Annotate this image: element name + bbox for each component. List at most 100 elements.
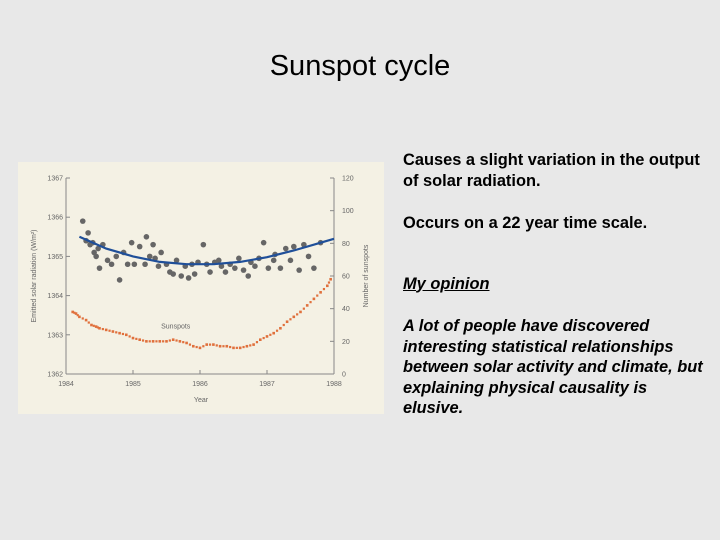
sunspot-point bbox=[168, 339, 171, 342]
sunspot-point bbox=[282, 323, 285, 327]
sunspot-point bbox=[192, 344, 195, 348]
y-right-tick-label: 60 bbox=[342, 274, 350, 281]
sunspot-point bbox=[309, 301, 312, 304]
sunspot-point bbox=[145, 340, 148, 343]
sunspot-point bbox=[87, 321, 90, 324]
sunspot-point bbox=[212, 343, 215, 346]
radiation-point bbox=[305, 253, 312, 260]
x-axis-label: Year bbox=[194, 397, 209, 404]
opinion-heading: My opinion bbox=[403, 274, 490, 293]
sunspot-point bbox=[118, 331, 121, 335]
chart-ticks: 1367 1366 1365 1364 1363 1362 120 100 80… bbox=[47, 176, 353, 389]
sunspot-point bbox=[94, 325, 98, 328]
radiation-point bbox=[173, 257, 180, 264]
sunspot-point bbox=[71, 310, 74, 314]
sunspot-point bbox=[162, 340, 165, 343]
sunspot-point bbox=[269, 333, 272, 336]
sunspot-point bbox=[188, 343, 192, 346]
radiation-point bbox=[218, 263, 225, 269]
radiation-point bbox=[85, 230, 91, 236]
sunspot-point bbox=[101, 327, 104, 331]
sunspot-point bbox=[90, 323, 93, 327]
radiation-point bbox=[136, 243, 143, 250]
sunspot-point bbox=[262, 336, 265, 340]
y-right-tick-label: 0 bbox=[342, 372, 346, 379]
sunspot-point bbox=[296, 313, 299, 316]
x-tick-label: 1987 bbox=[259, 381, 275, 388]
y-right-tick-label: 20 bbox=[342, 339, 350, 346]
opinion-text: A lot of people have discovered interest… bbox=[403, 317, 703, 417]
sunspot-point bbox=[178, 340, 182, 343]
radiation-point bbox=[270, 257, 277, 264]
sunspot-point bbox=[141, 339, 145, 342]
sunspot-point bbox=[84, 318, 88, 322]
x-tick-label: 1984 bbox=[58, 381, 74, 388]
sunspot-point bbox=[319, 291, 322, 294]
sunspot-point bbox=[198, 346, 202, 350]
sunspot-chart: 1367 1366 1365 1364 1363 1362 120 100 80… bbox=[31, 176, 370, 405]
radiation-point bbox=[93, 253, 99, 260]
sunspot-point bbox=[175, 339, 178, 342]
radiation-point bbox=[128, 239, 135, 246]
sunspot-point bbox=[78, 315, 81, 319]
sunspot-point bbox=[229, 345, 232, 349]
y-right-tick-label: 80 bbox=[342, 241, 350, 248]
radiation-point bbox=[287, 257, 294, 264]
bullet-text: Causes a slight variation in the output … bbox=[403, 151, 700, 190]
sunspots-annotation: Sunspots bbox=[161, 323, 191, 330]
radiation-point bbox=[260, 239, 267, 246]
y-right-tick-label: 100 bbox=[342, 208, 354, 215]
radiation-point bbox=[104, 257, 111, 264]
radiation-point bbox=[282, 245, 289, 252]
sunspot-point bbox=[121, 332, 125, 336]
sunspot-point bbox=[92, 324, 95, 327]
sunspot-point bbox=[245, 344, 249, 348]
sunspot-point bbox=[327, 281, 331, 284]
radiation-point bbox=[252, 263, 258, 269]
slide-title: Sunspot cycle bbox=[269, 50, 451, 82]
sunspot-point bbox=[285, 320, 289, 324]
sunspot-point bbox=[115, 331, 118, 334]
sunspot-point bbox=[235, 346, 238, 349]
radiation-point bbox=[108, 261, 115, 268]
sunspot-point bbox=[218, 344, 222, 348]
sunspot-point bbox=[249, 344, 252, 347]
sunspot-point bbox=[299, 310, 302, 314]
sunspot-point bbox=[151, 340, 155, 343]
radiation-point bbox=[116, 277, 123, 283]
sunspot-point bbox=[185, 341, 188, 345]
sunspot-point bbox=[265, 335, 269, 338]
y-left-tick-label: 1367 bbox=[47, 176, 63, 183]
sunspot-point bbox=[74, 312, 78, 315]
y-left-tick-label: 1366 bbox=[47, 215, 63, 222]
sunspot-series bbox=[71, 277, 332, 350]
radiation-point bbox=[131, 261, 138, 268]
radiation-point bbox=[240, 267, 247, 273]
sunspot-point bbox=[125, 333, 128, 337]
sunspot-point bbox=[135, 337, 138, 340]
sunspot-point bbox=[138, 338, 141, 341]
sunspot-point bbox=[165, 340, 168, 343]
radiation-point bbox=[236, 255, 242, 262]
y-right-tick-label: 120 bbox=[342, 176, 354, 183]
sunspot-point bbox=[322, 287, 326, 291]
radiation-point bbox=[79, 218, 86, 224]
sunspot-point bbox=[155, 340, 158, 343]
radiation-point bbox=[143, 234, 150, 240]
radiation-point bbox=[311, 265, 317, 271]
sunspot-point bbox=[73, 311, 76, 314]
radiation-point bbox=[178, 273, 185, 279]
y-left-tick-label: 1363 bbox=[47, 332, 63, 339]
sunspot-point bbox=[289, 318, 292, 321]
sunspot-point bbox=[171, 338, 175, 341]
radiation-point bbox=[277, 265, 284, 271]
radiation-point bbox=[296, 267, 302, 273]
sunspot-point bbox=[326, 284, 329, 288]
sunspot-point bbox=[302, 307, 305, 310]
x-tick-label: 1988 bbox=[326, 381, 342, 388]
sunspot-point bbox=[108, 329, 111, 332]
sunspot-point bbox=[208, 343, 212, 346]
sunspot-point bbox=[259, 338, 262, 341]
sunspot-point bbox=[76, 314, 79, 317]
sunspot-point bbox=[305, 304, 309, 307]
